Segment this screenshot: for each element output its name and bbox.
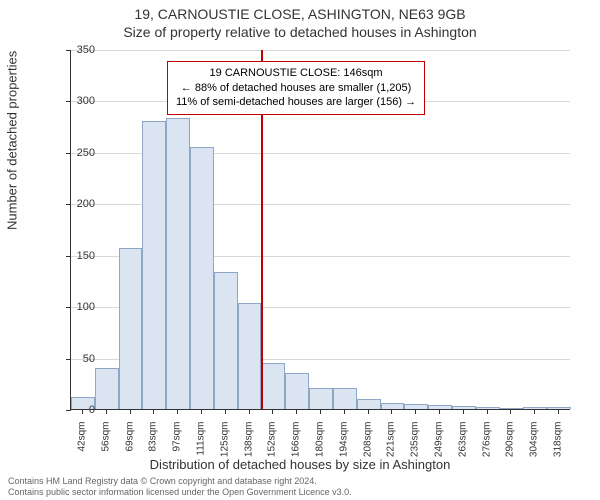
x-tick-mark bbox=[201, 410, 202, 414]
x-tick-label: 56sqm bbox=[100, 422, 111, 472]
histogram-bar bbox=[428, 405, 452, 409]
x-tick-label: 138sqm bbox=[243, 422, 254, 472]
x-tick-label: 111sqm bbox=[195, 422, 206, 472]
histogram-bar bbox=[142, 121, 166, 409]
x-tick-label: 276sqm bbox=[481, 422, 492, 472]
x-tick-label: 83sqm bbox=[148, 422, 159, 472]
histogram-bar bbox=[285, 373, 309, 409]
footer-attribution: Contains HM Land Registry data © Crown c… bbox=[8, 476, 592, 498]
x-tick-mark bbox=[153, 410, 154, 414]
x-tick-label: 180sqm bbox=[315, 422, 326, 472]
x-tick-mark bbox=[391, 410, 392, 414]
histogram-bar bbox=[238, 303, 262, 409]
histogram-bar bbox=[119, 248, 143, 409]
histogram-bar bbox=[381, 403, 405, 409]
x-tick-mark bbox=[415, 410, 416, 414]
y-tick-label: 200 bbox=[55, 198, 95, 210]
footer-line1: Contains HM Land Registry data © Crown c… bbox=[8, 476, 317, 486]
y-tick-label: 50 bbox=[55, 353, 95, 365]
annotation-line3: 11% of semi-detached houses are larger (… bbox=[176, 95, 416, 110]
chart-title-main: 19, CARNOUSTIE CLOSE, ASHINGTON, NE63 9G… bbox=[0, 6, 600, 22]
x-tick-label: 318sqm bbox=[553, 422, 564, 472]
x-tick-label: 290sqm bbox=[505, 422, 516, 472]
footer-line2: Contains public sector information licen… bbox=[8, 487, 352, 497]
x-tick-mark bbox=[272, 410, 273, 414]
x-tick-mark bbox=[510, 410, 511, 414]
x-tick-mark bbox=[320, 410, 321, 414]
histogram-bar bbox=[95, 368, 119, 409]
histogram-bar bbox=[214, 272, 238, 409]
x-tick-mark bbox=[106, 410, 107, 414]
x-tick-mark bbox=[296, 410, 297, 414]
histogram-bar bbox=[166, 118, 190, 409]
x-tick-label: 125sqm bbox=[219, 422, 230, 472]
histogram-bar bbox=[452, 406, 476, 409]
histogram-bar bbox=[547, 407, 571, 409]
x-tick-label: 221sqm bbox=[386, 422, 397, 472]
y-tick-label: 300 bbox=[55, 95, 95, 107]
x-tick-mark bbox=[225, 410, 226, 414]
x-tick-mark bbox=[439, 410, 440, 414]
x-tick-label: 304sqm bbox=[529, 422, 540, 472]
x-tick-label: 42sqm bbox=[76, 422, 87, 472]
histogram-bar bbox=[190, 147, 214, 409]
y-axis-label: Number of detached properties bbox=[5, 51, 20, 230]
x-tick-label: 194sqm bbox=[338, 422, 349, 472]
histogram-bar bbox=[523, 407, 547, 409]
histogram-bar bbox=[261, 363, 285, 409]
x-tick-mark bbox=[487, 410, 488, 414]
y-tick-label: 0 bbox=[55, 404, 95, 416]
y-tick-label: 250 bbox=[55, 147, 95, 159]
annotation-box: 19 CARNOUSTIE CLOSE: 146sqm ← 88% of det… bbox=[167, 61, 425, 116]
chart-title-sub: Size of property relative to detached ho… bbox=[0, 24, 600, 40]
x-tick-mark bbox=[130, 410, 131, 414]
x-tick-label: 69sqm bbox=[124, 422, 135, 472]
gridline bbox=[71, 50, 570, 51]
histogram-bar bbox=[333, 388, 357, 409]
histogram-bar bbox=[404, 404, 428, 409]
x-tick-mark bbox=[344, 410, 345, 414]
x-tick-mark bbox=[177, 410, 178, 414]
x-tick-label: 235sqm bbox=[410, 422, 421, 472]
x-tick-mark bbox=[249, 410, 250, 414]
plot-area: 19 CARNOUSTIE CLOSE: 146sqm ← 88% of det… bbox=[70, 50, 570, 410]
x-tick-mark bbox=[368, 410, 369, 414]
y-tick-label: 100 bbox=[55, 301, 95, 313]
x-tick-label: 263sqm bbox=[457, 422, 468, 472]
x-tick-label: 249sqm bbox=[434, 422, 445, 472]
x-tick-mark bbox=[463, 410, 464, 414]
x-tick-label: 152sqm bbox=[267, 422, 278, 472]
histogram-bar bbox=[500, 408, 524, 409]
x-tick-label: 97sqm bbox=[172, 422, 183, 472]
x-tick-label: 208sqm bbox=[362, 422, 373, 472]
annotation-line2: ← 88% of detached houses are smaller (1,… bbox=[176, 81, 416, 96]
y-tick-label: 350 bbox=[55, 44, 95, 56]
histogram-bar bbox=[357, 399, 381, 409]
x-tick-mark bbox=[534, 410, 535, 414]
annotation-line1: 19 CARNOUSTIE CLOSE: 146sqm bbox=[176, 66, 416, 81]
y-tick-label: 150 bbox=[55, 250, 95, 262]
histogram-bar bbox=[309, 388, 333, 409]
x-tick-mark bbox=[82, 410, 83, 414]
histogram-bar bbox=[476, 407, 500, 409]
x-tick-mark bbox=[558, 410, 559, 414]
x-tick-label: 166sqm bbox=[291, 422, 302, 472]
